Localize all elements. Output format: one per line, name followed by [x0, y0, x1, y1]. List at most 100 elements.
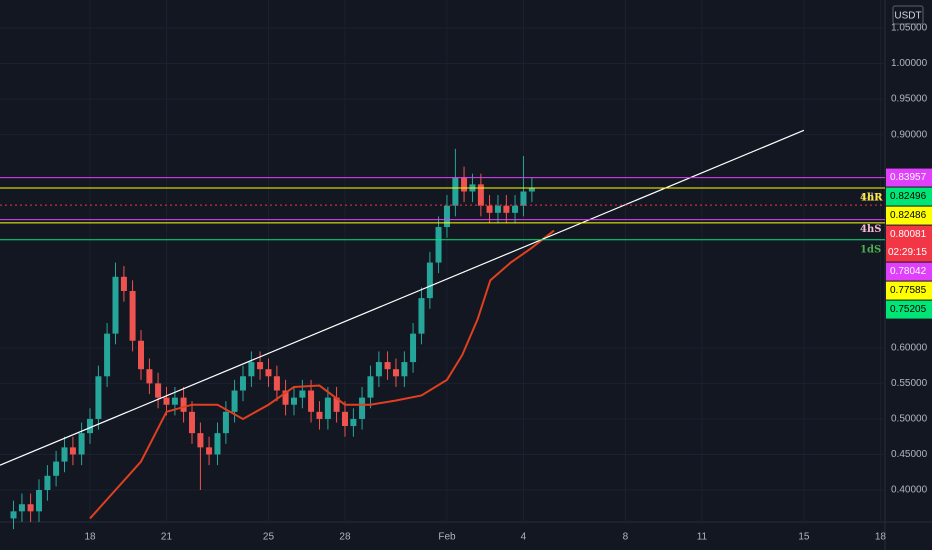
candle-body — [333, 397, 340, 412]
price-label-box — [886, 206, 932, 225]
candle-body — [282, 390, 289, 405]
candle-body — [10, 511, 17, 519]
candle-body — [265, 369, 272, 377]
candle-body — [308, 390, 315, 412]
x-tick-label: 8 — [623, 532, 629, 543]
currency-box[interactable] — [892, 5, 924, 25]
x-tick-label: Feb — [438, 532, 456, 543]
level-tag: 1dS — [860, 244, 881, 255]
y-tick-label: 0.55000 — [891, 378, 928, 389]
x-tick-label: 21 — [161, 532, 173, 543]
candle-body — [104, 333, 111, 377]
trendline — [0, 129, 805, 466]
price-label: 0.78042 — [890, 266, 927, 277]
candle-body — [273, 376, 280, 391]
y-tick-label: 0.60000 — [891, 342, 928, 353]
x-tick-label: 28 — [339, 532, 351, 543]
candle-body — [18, 504, 25, 512]
candle-body — [341, 411, 348, 427]
price-label: 0.83957 — [890, 172, 927, 183]
candle-body — [214, 433, 221, 455]
candle-body — [61, 447, 68, 462]
candle-body — [503, 205, 510, 213]
candle-body — [206, 447, 213, 455]
candle-body — [512, 205, 519, 213]
candle-body — [299, 390, 306, 398]
candle-body — [222, 411, 229, 434]
candle-body — [137, 340, 144, 370]
candle-body — [155, 383, 162, 398]
candle-body — [239, 376, 246, 391]
price-label: 0.77585 — [890, 285, 927, 296]
price-label: 0.75205 — [890, 304, 927, 315]
y-tick-label: 0.45000 — [891, 449, 928, 460]
level-tag: 4hS — [860, 224, 881, 235]
candle-body — [69, 447, 76, 455]
candle-body — [426, 262, 433, 299]
y-tick-label: 0.90000 — [891, 129, 928, 140]
x-tick-label: 11 — [697, 532, 708, 543]
candle-body — [290, 397, 297, 405]
y-tick-label: 1.00000 — [891, 58, 928, 69]
level-tag: 4hR — [860, 193, 883, 204]
candle-body — [171, 397, 178, 405]
price-label: 0.82486 — [890, 210, 927, 221]
y-tick-label: 0.95000 — [891, 94, 928, 105]
y-tick-label: 0.40000 — [891, 485, 928, 496]
candle-body — [367, 376, 374, 398]
x-tick-label: 15 — [798, 532, 810, 543]
candle-body — [375, 362, 382, 377]
candle-body — [112, 276, 119, 334]
candle-body — [27, 504, 34, 512]
currency: USDT — [894, 11, 921, 22]
candle-body — [435, 227, 442, 263]
candle-body — [231, 390, 238, 412]
price-label-box — [886, 281, 932, 300]
candle-body — [410, 333, 417, 363]
level-tag: 1dR — [860, 192, 883, 203]
candle-body — [418, 298, 425, 334]
candle-body — [197, 433, 204, 448]
plot-area — [0, 0, 885, 530]
price-label: 0.82496 — [890, 191, 927, 202]
candle-body — [350, 418, 357, 427]
candle-body — [384, 362, 391, 370]
y-tick-label: 0.50000 — [891, 414, 928, 425]
candle-body — [486, 205, 493, 213]
price-label-box — [886, 187, 932, 206]
price-label-box — [886, 225, 932, 262]
candle-body — [120, 276, 127, 291]
candle-body — [163, 397, 170, 405]
candle-body — [257, 362, 264, 370]
candle-body — [324, 397, 331, 419]
candle-body — [95, 376, 102, 419]
candle-body — [452, 177, 459, 206]
price-label-box — [886, 168, 932, 187]
candle-body — [494, 205, 501, 213]
x-tick-label: 18 — [84, 532, 96, 543]
candle-body — [129, 290, 136, 341]
price-label: 0.80081 — [890, 229, 927, 240]
candle-body — [443, 205, 450, 228]
price-label-box — [886, 300, 932, 319]
candle-body — [78, 433, 85, 455]
x-tick-label: 18 — [875, 532, 887, 543]
candle-body — [316, 411, 323, 419]
price-label-box — [886, 262, 932, 281]
candle-body — [461, 177, 468, 192]
moving-average — [89, 229, 555, 520]
candle-body — [520, 191, 527, 206]
candle-body — [180, 397, 187, 412]
candle-body — [44, 475, 51, 491]
candle-body — [53, 461, 60, 476]
candle-body — [392, 369, 399, 377]
y-tick-label: 1.05000 — [891, 23, 928, 34]
candle-body — [477, 184, 484, 206]
candle-body — [87, 418, 94, 434]
x-tick-label: 25 — [263, 532, 275, 543]
candle-body — [146, 369, 153, 384]
candle-body — [188, 411, 195, 434]
candle-body — [36, 490, 43, 512]
